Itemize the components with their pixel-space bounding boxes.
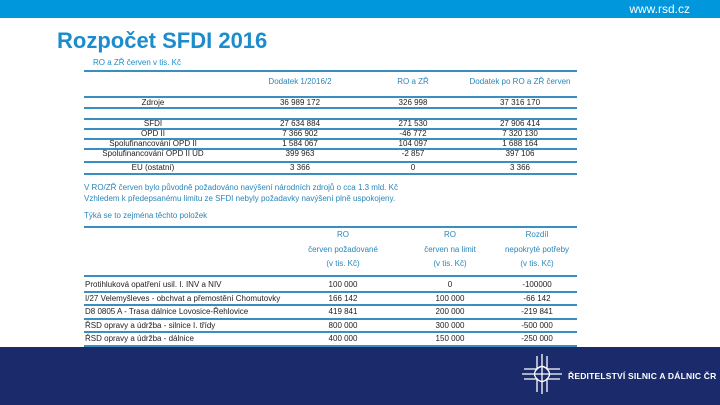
table-cell: 200 000 (435, 307, 465, 316)
table-divider (84, 291, 577, 293)
table-cell: 3 366 (509, 163, 531, 172)
row-label: Spolufinancování OPD II (109, 139, 197, 148)
column-header: (v tis. Kč) (433, 259, 467, 268)
table-cell: 37 316 170 (499, 98, 541, 107)
table-cell: 27 634 884 (279, 119, 321, 128)
row-label: OPD II (140, 129, 166, 138)
table-cell: -500 000 (521, 321, 553, 330)
table-cell: 0 (447, 280, 453, 289)
row-label: ŘSD opravy a údržba - silnice I. třídy (85, 321, 216, 330)
footer (0, 347, 720, 405)
table-cell: 1 584 067 (282, 139, 318, 148)
table-divider (84, 70, 577, 72)
page-title: Rozpočet SFDI 2016 (57, 28, 268, 53)
table-cell: -2 857 (401, 149, 425, 158)
top-bar: www.rsd.cz (0, 0, 720, 18)
column-header: červen na limit (424, 244, 476, 254)
table-cell: 271 530 (398, 119, 428, 128)
column-header: (v tis. Kč) (326, 259, 360, 268)
table-divider (84, 128, 577, 130)
website-link[interactable]: www.rsd.cz (629, 2, 690, 16)
table-cell: -219 841 (521, 307, 553, 316)
table-divider (84, 148, 577, 150)
row-label: Zdroje (141, 98, 165, 107)
table-cell: 150 000 (435, 334, 465, 343)
table-cell: -46 772 (399, 129, 427, 138)
table-cell: 27 906 414 (499, 119, 541, 128)
table-cell: 419 841 (328, 307, 358, 316)
column-header: Rozdíl (525, 230, 549, 239)
brand-name: ŘEDITELSTVÍ SILNIC A DÁLNIC ČR (568, 371, 717, 381)
table-divider (84, 118, 577, 120)
row-label: ŘSD opravy a údržba - dálnice (85, 334, 194, 343)
table-cell: 166 142 (328, 294, 358, 303)
row-label: Protihluková opatření usil. I. INV a NIV (85, 280, 222, 289)
row-label: Spolufinancování OPD II ÚD (102, 149, 204, 158)
row-label: I/27 Velemyšleves - obchvat a přemostění… (85, 294, 281, 303)
column-header: Dodatek po RO a ZŘ červen (469, 77, 571, 86)
table-cell: 397 106 (505, 149, 535, 158)
table-cell: 400 000 (328, 334, 358, 343)
column-header: červen požadované (308, 244, 378, 254)
note-line-1: V RO/ZŘ červen bylo původně požadováno n… (84, 183, 398, 192)
table-cell: 3 366 (289, 163, 311, 172)
column-header: RO (337, 230, 349, 239)
table-divider (84, 331, 577, 333)
column-header: (v tis. Kč) (520, 259, 554, 268)
table-cell: 1 688 164 (502, 139, 538, 148)
column-header: RO a ZŘ (397, 77, 429, 86)
table-divider (84, 138, 577, 140)
table-cell: 0 (410, 163, 416, 172)
column-header: Dodatek 1/2016/2 (268, 77, 332, 86)
table-cell: 100 000 (435, 294, 465, 303)
table-cell: -250 000 (521, 334, 553, 343)
row-label: D8 0805 A - Trasa dálnice Lovosice-Řehlo… (85, 307, 249, 316)
table-divider (84, 275, 577, 277)
table-divider (84, 96, 577, 98)
table-divider (84, 345, 577, 347)
table-divider (84, 318, 577, 320)
table-cell: 300 000 (435, 321, 465, 330)
row-label: EU (ostatní) (131, 163, 175, 172)
table-cell: -100000 (522, 280, 552, 289)
table-cell: 800 000 (328, 321, 358, 330)
table-divider (84, 173, 577, 175)
column-header: RO (444, 230, 456, 239)
table-cell: -66 142 (523, 294, 551, 303)
note-line-2: Vzhledem k předepsanému limitu ze SFDI n… (84, 194, 396, 203)
rsd-logo-icon (522, 354, 562, 394)
table-cell: 36 989 172 (279, 98, 321, 107)
table-cell: 7 366 902 (282, 129, 318, 138)
table-cell: 7 320 130 (502, 129, 538, 138)
table-divider (84, 161, 577, 163)
note-line-3: Týká se to zejména těchto položek (84, 211, 208, 220)
table-divider (84, 107, 577, 109)
row-label: SFDI (143, 119, 163, 128)
table-cell: 326 998 (398, 98, 428, 107)
table-cell: 399 963 (285, 149, 315, 158)
table-cell: 100 000 (328, 280, 358, 289)
column-header: nepokryté potřeby (504, 244, 570, 254)
table-divider (84, 304, 577, 306)
page-subtitle: RO a ZŘ červen v tis. Kč (93, 58, 182, 67)
table-cell: 104 097 (398, 139, 428, 148)
table-divider (84, 226, 577, 228)
